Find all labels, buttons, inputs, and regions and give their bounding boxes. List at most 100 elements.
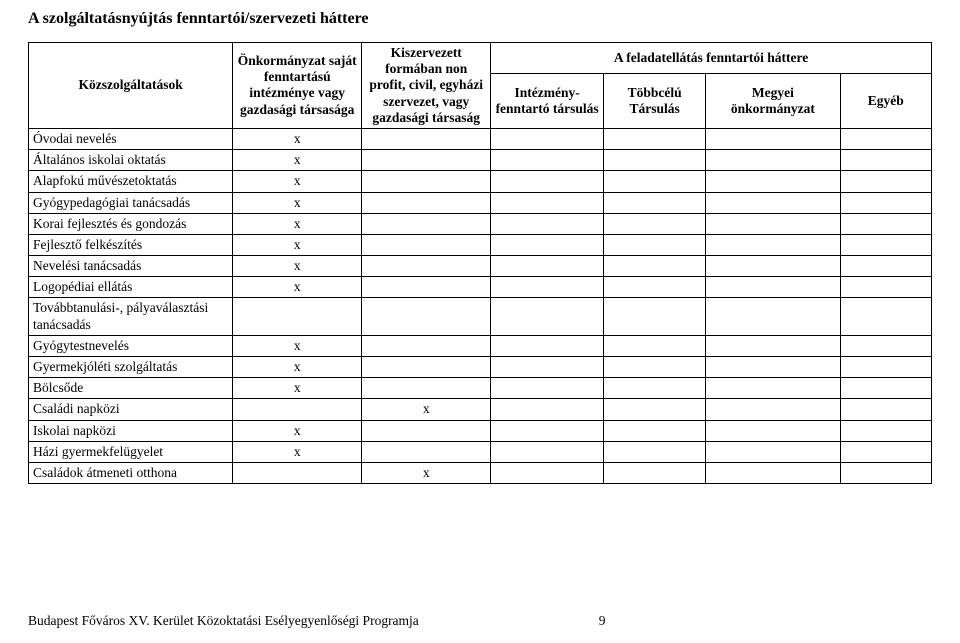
cell-mark: x [362,399,491,420]
cell-mark [491,441,604,462]
table-row: Logopédiai ellátásx [29,277,932,298]
row-label: Családok átmeneti otthona [29,462,233,483]
cell-mark: x [233,192,362,213]
cell-mark [491,335,604,356]
cell-mark [840,128,931,149]
table-row: Házi gyermekfelügyeletx [29,441,932,462]
cell-mark [840,420,931,441]
header-col-1: Kiszervezett formában non profit, civil,… [362,43,491,129]
cell-mark [491,256,604,277]
table-row: Továbbtanulási-, pályaválasztási tanácsa… [29,298,932,335]
cell-mark [604,298,706,335]
cell-mark [491,213,604,234]
cell-mark [362,150,491,171]
cell-mark [706,213,840,234]
cell-mark [604,171,706,192]
cell-mark [491,234,604,255]
cell-mark: x [233,256,362,277]
cell-mark: x [233,277,362,298]
footer: Budapest Főváros XV. Kerület Közoktatási… [28,613,932,629]
cell-mark [491,277,604,298]
cell-mark [362,298,491,335]
cell-mark [706,420,840,441]
cell-mark [706,335,840,356]
cell-mark [491,462,604,483]
cell-mark [604,420,706,441]
page: A szolgáltatásnyújtás fenntartói/szervez… [0,0,960,643]
cell-mark [233,298,362,335]
cell-mark [491,420,604,441]
table-row: Bölcsődex [29,378,932,399]
cell-mark [362,256,491,277]
row-label: Általános iskolai oktatás [29,150,233,171]
cell-mark [604,128,706,149]
cell-mark [840,462,931,483]
cell-mark [233,462,362,483]
cell-mark: x [233,213,362,234]
cell-mark [706,399,840,420]
page-title: A szolgáltatásnyújtás fenntartói/szervez… [28,10,932,28]
cell-mark [706,357,840,378]
header-col-5: Egyéb [840,74,931,129]
header-col-2: Intézmény-fenntartó társulás [491,74,604,129]
row-label: Fejlesztő felkészítés [29,234,233,255]
header-services: Közszolgáltatások [29,43,233,129]
cell-mark [840,192,931,213]
cell-mark [491,298,604,335]
row-label: Iskolai napközi [29,420,233,441]
header-col-4: Megyei önkormányzat [706,74,840,129]
cell-mark [840,441,931,462]
cell-mark [706,192,840,213]
cell-mark [706,378,840,399]
table-row: Óvodai nevelésx [29,128,932,149]
cell-mark [604,462,706,483]
row-label: Házi gyermekfelügyelet [29,441,233,462]
cell-mark [604,213,706,234]
cell-mark [491,357,604,378]
cell-mark [604,256,706,277]
cell-mark [362,128,491,149]
cell-mark [362,192,491,213]
cell-mark [706,128,840,149]
table-row: Fejlesztő felkészítésx [29,234,932,255]
cell-mark [840,171,931,192]
cell-mark [362,171,491,192]
cell-mark [362,441,491,462]
cell-mark [706,277,840,298]
row-label: Gyógytestnevelés [29,335,233,356]
row-label: Korai fejlesztés és gondozás [29,213,233,234]
cell-mark [840,335,931,356]
cell-mark: x [233,335,362,356]
cell-mark [840,357,931,378]
footer-text: Budapest Főváros XV. Kerület Közoktatási… [28,613,419,629]
header-col-0: Önkormányzat saját fenntartású intézmény… [233,43,362,129]
footer-page-number: 9 [599,613,606,629]
cell-mark [840,234,931,255]
cell-mark [840,150,931,171]
cell-mark [362,277,491,298]
cell-mark [604,399,706,420]
row-label: Nevelési tanácsadás [29,256,233,277]
table-row: Gyógypedagógiai tanácsadásx [29,192,932,213]
cell-mark [604,150,706,171]
table-row: Családok átmeneti otthonax [29,462,932,483]
row-label: Bölcsőde [29,378,233,399]
table-row: Általános iskolai oktatásx [29,150,932,171]
table-row: Nevelési tanácsadásx [29,256,932,277]
cell-mark [840,256,931,277]
table-row: Alapfokú művészetoktatásx [29,171,932,192]
cell-mark [840,213,931,234]
table-row: Iskolai napközix [29,420,932,441]
cell-mark [840,399,931,420]
cell-mark [362,335,491,356]
cell-mark: x [233,234,362,255]
cell-mark [840,378,931,399]
cell-mark [706,234,840,255]
cell-mark [491,171,604,192]
cell-mark [840,277,931,298]
cell-mark [706,441,840,462]
cell-mark [491,150,604,171]
row-label: Óvodai nevelés [29,128,233,149]
cell-mark [604,335,706,356]
header-col-3: Többcélú Társulás [604,74,706,129]
